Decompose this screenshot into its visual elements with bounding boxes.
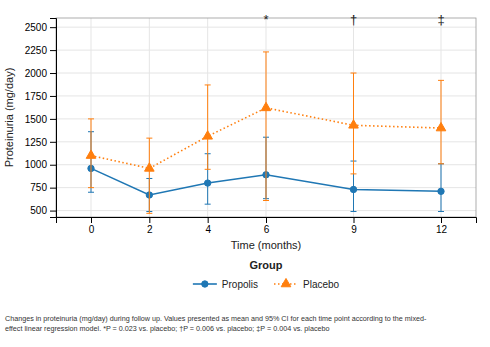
y-tick: 2500 xyxy=(25,22,56,33)
x-tick-mark xyxy=(266,217,267,223)
legend-label: Propolis xyxy=(222,279,258,290)
chart-svg: 0 2 4 6 9 12 500 750 1000 1250 1500 1750 2000 2250 250… xyxy=(0,0,490,347)
caption-line: effect linear regression model. *P = 0.0… xyxy=(5,324,330,333)
grid xyxy=(56,18,476,217)
y-tick-mark xyxy=(50,119,56,120)
y-tick-label: 500 xyxy=(30,205,47,216)
x-tick-mark xyxy=(208,217,209,223)
y-tick-mark xyxy=(50,96,56,97)
y-tick-label: 2500 xyxy=(25,22,48,33)
y-tick-mark xyxy=(50,73,56,74)
x-axis-line xyxy=(57,218,477,224)
y-tick-label: 2000 xyxy=(25,68,48,79)
marker xyxy=(349,120,359,128)
x-tick-label: 0 xyxy=(89,224,95,235)
x-tick-label: 4 xyxy=(205,224,211,235)
plot-marks xyxy=(86,52,446,213)
error-bar xyxy=(146,138,152,213)
legend-marker xyxy=(202,281,208,287)
y-tick-mark xyxy=(50,27,56,28)
marker xyxy=(86,150,96,158)
x-tick: 12 xyxy=(436,217,448,235)
y-tick: 1000 xyxy=(25,159,56,170)
annotation: * xyxy=(263,12,268,27)
caption: Changes in proteinuria (mg/day) during f… xyxy=(5,314,427,333)
y-tick: 2250 xyxy=(25,45,56,56)
y-tick: 1750 xyxy=(25,91,56,102)
y-axis-title: Proteinuria (mg/day) xyxy=(3,68,15,168)
y-tick: 1500 xyxy=(25,114,56,125)
x-tick-mark xyxy=(441,217,442,223)
legend-title: Group xyxy=(250,259,283,271)
marker xyxy=(204,180,210,186)
y-tick-label: 1750 xyxy=(25,91,48,102)
y-tick-label: 750 xyxy=(30,182,47,193)
marker xyxy=(203,131,213,139)
y-tick-label: 1250 xyxy=(25,137,48,148)
y-tick-mark xyxy=(50,211,56,212)
x-axis: 0 2 4 6 9 12 xyxy=(57,217,477,235)
x-tick-label: 6 xyxy=(264,224,270,235)
annotation: ‡ xyxy=(437,12,444,27)
y-tick-label: 1000 xyxy=(25,159,48,170)
x-tick: 4 xyxy=(205,217,211,235)
y-tick-mark xyxy=(50,142,56,143)
x-tick: 9 xyxy=(351,217,357,235)
y-tick: 2000 xyxy=(25,68,56,79)
error-bar xyxy=(205,85,211,169)
x-tick-label: 2 xyxy=(147,224,153,235)
y-axis: 500 750 1000 1250 1500 1750 2000 2250 2500 xyxy=(25,19,57,218)
y-tick-mark xyxy=(50,188,56,189)
x-tick-label: 12 xyxy=(436,224,448,235)
marker xyxy=(436,122,446,130)
marker xyxy=(438,188,444,194)
annotations: * † ‡ xyxy=(263,12,444,27)
y-tick: 750 xyxy=(30,182,56,193)
y-tick-mark xyxy=(50,165,56,166)
legend-entry: Placebo xyxy=(274,278,340,289)
y-tick: 500 xyxy=(30,205,56,216)
y-axis-line xyxy=(50,19,57,218)
y-tick-mark xyxy=(50,50,56,51)
series-1 xyxy=(86,52,446,213)
x-tick-mark xyxy=(91,217,92,223)
x-tick: 0 xyxy=(89,217,95,235)
marker xyxy=(145,163,155,171)
error-bar xyxy=(438,164,444,212)
error-bar xyxy=(263,52,269,201)
legend-entry: Propolis xyxy=(193,279,258,290)
x-axis-title: Time (months) xyxy=(231,239,302,251)
y-tick-label: 2250 xyxy=(25,45,48,56)
marker xyxy=(261,102,271,110)
x-tick-mark xyxy=(149,217,150,223)
y-tick: 1250 xyxy=(25,137,56,148)
x-tick-mark xyxy=(354,217,355,223)
x-tick-label: 9 xyxy=(351,224,357,235)
caption-line: Changes in proteinuria (mg/day) during f… xyxy=(5,314,427,323)
legend-label: Placebo xyxy=(303,279,340,290)
legend: Group Propolis Placebo xyxy=(193,259,340,290)
legend-marker xyxy=(281,278,291,286)
plot-frame xyxy=(56,18,476,217)
annotation: † xyxy=(350,12,357,27)
marker xyxy=(350,186,356,192)
x-tick: 6 xyxy=(264,217,270,235)
x-tick: 2 xyxy=(147,217,153,235)
y-tick-label: 1500 xyxy=(25,114,48,125)
